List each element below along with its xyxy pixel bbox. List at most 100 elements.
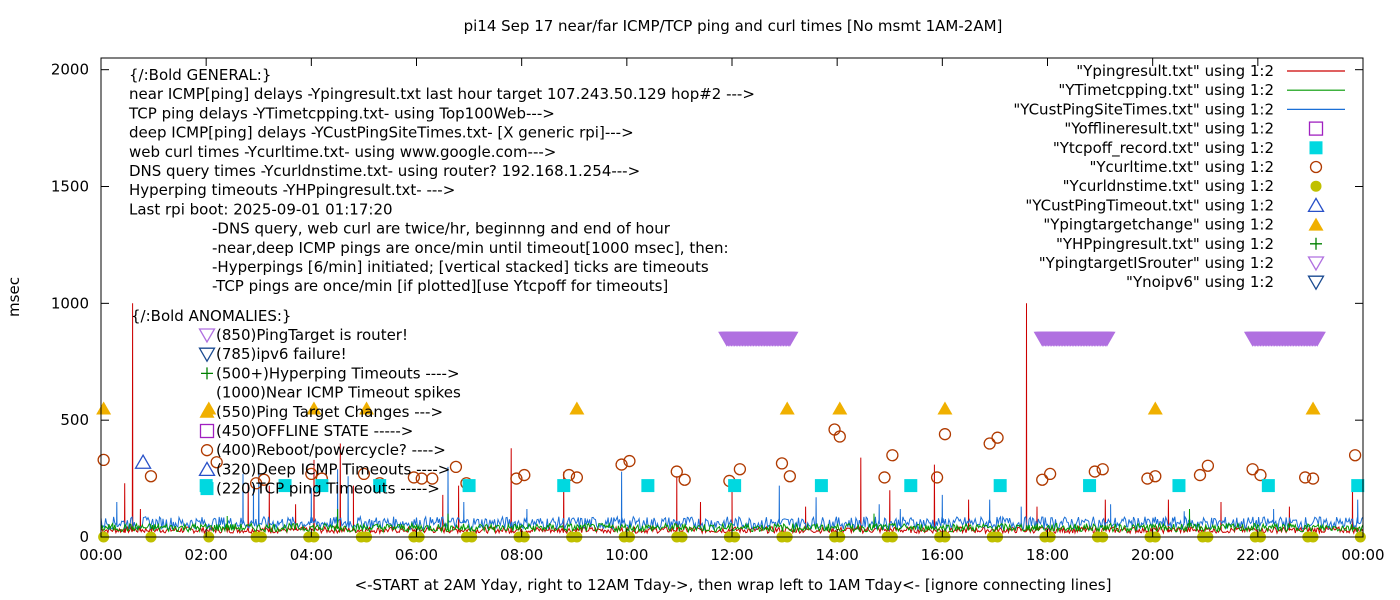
x-tick-label: 14:00 (816, 546, 859, 564)
note-line: web curl times -Ycurltime.txt- using www… (129, 143, 556, 161)
notes-layer: {/:Bold GENERAL:}near ICMP[ping] delays … (128, 66, 755, 498)
point-ytcpoffrecordtxtusing (814, 479, 828, 493)
series-layer (100, 303, 1364, 535)
anomaly-marker (200, 482, 214, 496)
legend-label: "Ycurltime.txt" using 1:2 (1089, 158, 1274, 176)
point-ycurltimetxtusing (518, 468, 531, 482)
x-tick-label: 12:00 (710, 546, 753, 564)
point-ytcpoffrecordtxtusing (993, 479, 1007, 493)
y-tick-label: 500 (60, 411, 89, 429)
anomaly-label: (500+)Hyperping Timeouts ----> (216, 364, 460, 382)
chart-title: pi14 Sep 17 near/far ICMP/TCP ping and c… (464, 17, 1003, 35)
note-line: DNS query times -Ycurldnstime.txt- using… (129, 162, 640, 180)
legend-label: "YCustPingSiteTimes.txt" using 1:2 (1013, 100, 1274, 118)
x-tick-label: 00:00 (79, 546, 122, 564)
point-ycurltimetxtusing (144, 470, 158, 483)
point-ycurltimetxtusing (1201, 459, 1215, 472)
x-tick-label: 04:00 (290, 546, 333, 564)
point-ytcpoffrecordtxtusing (462, 479, 476, 493)
point-ycurltimetxtusing (1246, 463, 1259, 476)
point-ycurltimetxtusing (562, 468, 576, 482)
point-ycurltimetxtusing (833, 430, 846, 443)
point-ycurltimetxtusing (1348, 449, 1362, 462)
y-tick-label: 2000 (51, 61, 89, 79)
x-tick-label: 18:00 (1026, 546, 1069, 564)
point-ycurltimetxtusing (623, 454, 636, 468)
y-tick-label: 0 (79, 528, 89, 546)
point-ycurltimetxtusing (407, 471, 421, 484)
series-line-ytimetcppingtxtusing (100, 508, 1364, 534)
point-ycurltimetxtusing (426, 472, 439, 485)
legend-label: "YHPpingresult.txt" using 1:2 (1056, 235, 1274, 253)
y-tick-label: 1000 (51, 294, 89, 312)
point-ycurltimetxtusing (449, 460, 463, 474)
point-ycurltimetxtusing (257, 473, 271, 486)
y-tick-label: 1500 (51, 178, 89, 196)
point-ycurltimetxtusing (1254, 468, 1267, 482)
point-ytcpoffrecordtxtusing (1261, 479, 1275, 493)
point-ycurltimetxtusing (1141, 472, 1154, 485)
note-line: -TCP pings are once/min [if plotted][use… (212, 277, 668, 295)
x-tick-label: 08:00 (500, 546, 543, 564)
point-ytcpoffrecordtxtusing (1172, 479, 1186, 493)
point-ycurltimetxtusing (991, 431, 1004, 444)
point-ytcpoffrecordtxtusing (1083, 479, 1097, 493)
point-ycurltimetxtusing (878, 471, 891, 484)
anomaly-label: (450)OFFLINE STATE -----> (216, 422, 413, 440)
point-ytcpoffrecordtxtusing (373, 479, 387, 493)
anomaly-marker (201, 367, 213, 380)
point-ycurltimetxtusing (775, 457, 789, 470)
point-ycurltimetxtusing (670, 465, 683, 478)
legend-label: "Ypingresult.txt" using 1:2 (1076, 62, 1274, 80)
series-line-ypingresulttxtusing (100, 303, 1364, 535)
point-ypingtargetisrouterusing (1308, 331, 1326, 347)
anomalies-title: {/:Bold ANOMALIES:} (131, 307, 291, 325)
legend-label: "Ytcpoff_record.txt" using 1:2 (1053, 139, 1274, 158)
point-ytcpoffrecordtxtusing (315, 479, 329, 493)
legend-marker (1309, 141, 1323, 155)
point-ypingtargetchangeusing (779, 401, 795, 415)
anomaly-label: (550)Ping Target Changes ---> (216, 403, 443, 421)
x-tick-label: 22:00 (1236, 546, 1279, 564)
anomaly-label: (1000)Near ICMP Timeout spikes (216, 384, 461, 402)
point-ytcpoffrecordtxtusing (728, 479, 742, 493)
point-ycurltimetxtusing (97, 453, 110, 467)
anomaly-label: (850)PingTarget is router! (216, 326, 408, 344)
point-ycurltimetxtusing (930, 471, 944, 484)
x-tick-label: 00:00 (1341, 546, 1384, 564)
x-tick-label: 16:00 (921, 546, 964, 564)
y-axis-label: msec (5, 277, 23, 317)
anomaly-label: (320)Deep ICMP Timeouts ----> (216, 460, 450, 478)
axis-layer: 0 500 1000 1500 2000 00:00 02:00 04:00 06:00 08:0… (51, 57, 1385, 564)
anomaly-marker (199, 423, 215, 439)
point-ycurltimetxtusing (357, 467, 371, 481)
point-ycurltimetxtusing (1306, 472, 1320, 485)
x-tick-label: 02:00 (185, 546, 228, 564)
note-line: -DNS query, web curl are twice/hr, begin… (212, 220, 671, 238)
legend-label: "Ycurldnstime.txt" using 1:2 (1063, 177, 1274, 195)
point-ypingtargetchangeusing (359, 401, 375, 415)
legend-marker (1307, 197, 1325, 213)
legend-marker (1307, 275, 1325, 291)
point-ycurltimetxtusing (678, 473, 691, 486)
point-ycurltimetxtusing (210, 456, 223, 469)
anomaly-label: (400)Reboot/powercycle? ----> (216, 441, 446, 459)
point-ypingtargetchangeusing (937, 401, 953, 415)
point-ycurltimetxtusing (1299, 471, 1312, 484)
legend-label: "Ypingtargetchange" using 1:2 (1043, 216, 1274, 234)
note-line: -Hyperpings [6/min] initiated; [vertical… (212, 258, 709, 276)
anomaly-label: (785)ipv6 failure! (216, 345, 347, 363)
legend-label: "Ynoipv6" using 1:2 (1126, 273, 1274, 291)
note-line: near ICMP[ping] delays -Ypingresult.txt … (129, 85, 755, 103)
point-ytcpoffrecordtxtusing (557, 479, 571, 493)
point-ycurltimetxtusing (1036, 473, 1049, 486)
point-ytcpoffrecordtxtusing (278, 479, 292, 493)
point-ypingtargetisrouterusing (781, 331, 799, 347)
legend-label: "Yofflineresult.txt" using 1:2 (1064, 120, 1274, 138)
point-ytcpoffrecordtxtusing (641, 479, 655, 493)
point-ycurltimetxtusing (615, 458, 628, 471)
x-tick-label: 06:00 (395, 546, 438, 564)
point-ypingtargetchangeusing (306, 401, 322, 415)
x-tick-label: 20:00 (1131, 546, 1174, 564)
